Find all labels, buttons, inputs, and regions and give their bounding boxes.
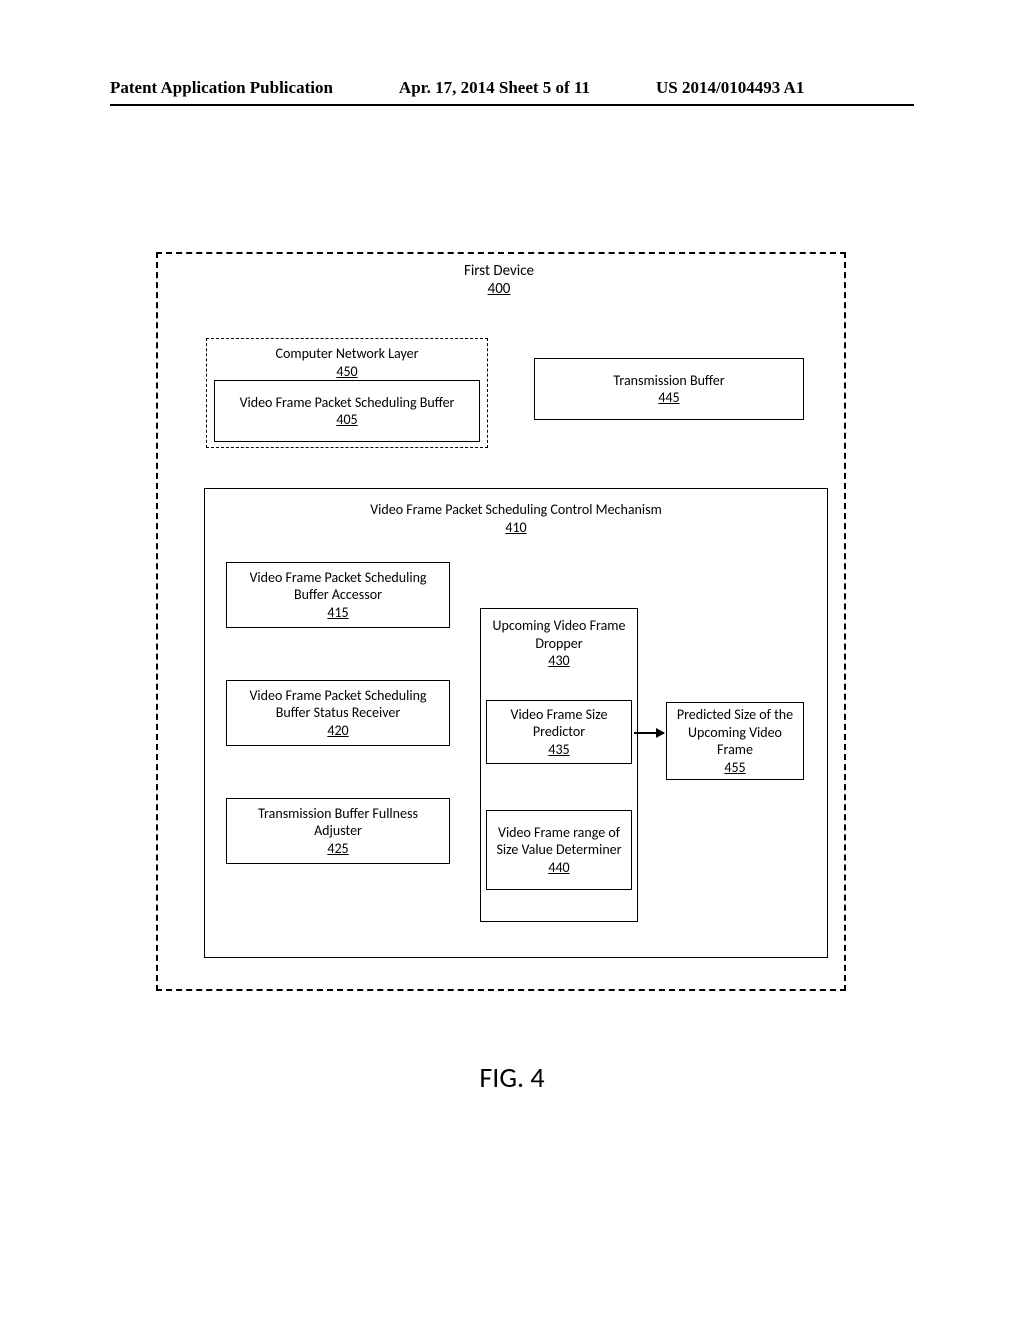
predicted-size-ref: 455: [724, 759, 745, 777]
fullness-adjuster-ref: 425: [327, 840, 348, 858]
transmission-buffer-box: Transmission Buffer 445: [534, 358, 804, 420]
scheduling-buffer-label: Video Frame Packet Scheduling Buffer: [240, 394, 455, 412]
transmission-buffer-label: Transmission Buffer: [613, 372, 724, 390]
control-mechanism-label: Video Frame Packet Scheduling Control Me…: [370, 501, 662, 518]
figure-caption: FIG. 4: [0, 1060, 1024, 1095]
fullness-adjuster-box: Transmission Buffer Fullness Adjuster 42…: [226, 798, 450, 864]
status-receiver-ref: 420: [327, 722, 348, 740]
header-right: US 2014/0104493 A1: [656, 78, 804, 98]
first-device-ref: 400: [488, 280, 511, 298]
scheduling-buffer-ref: 405: [336, 411, 357, 429]
page-header: Patent Application Publication Apr. 17, …: [110, 78, 914, 98]
header-middle: Apr. 17, 2014 Sheet 5 of 11: [399, 78, 590, 98]
size-predictor-label: Video Frame Size Predictor: [493, 706, 625, 741]
predicted-size-box: Predicted Size of the Upcoming Video Fra…: [666, 702, 804, 780]
range-determiner-ref: 440: [548, 859, 569, 877]
frame-dropper-label: Upcoming Video Frame Dropper: [493, 617, 626, 652]
frame-dropper-ref: 430: [548, 652, 569, 669]
first-device-title: First Device 400: [156, 262, 842, 298]
header-rule: [110, 104, 914, 106]
buffer-accessor-box: Video Frame Packet Scheduling Buffer Acc…: [226, 562, 450, 628]
network-layer-title: Computer Network Layer 450: [207, 345, 487, 380]
fullness-adjuster-label: Transmission Buffer Fullness Adjuster: [233, 805, 443, 840]
first-device-label: First Device: [464, 262, 534, 280]
figure-canvas: First Device 400 Computer Network Layer …: [156, 252, 842, 992]
control-mechanism-title: Video Frame Packet Scheduling Control Me…: [205, 501, 827, 536]
range-determiner-label: Video Frame range of Size Value Determin…: [493, 824, 625, 859]
status-receiver-box: Video Frame Packet Scheduling Buffer Sta…: [226, 680, 450, 746]
frame-dropper-title: Upcoming Video Frame Dropper 430: [481, 617, 637, 670]
arrow-predictor-to-predicted-size: [634, 732, 664, 734]
network-layer-ref: 450: [336, 363, 357, 380]
predicted-size-label: Predicted Size of the Upcoming Video Fra…: [673, 706, 797, 759]
range-determiner-box: Video Frame range of Size Value Determin…: [486, 810, 632, 890]
buffer-accessor-ref: 415: [327, 604, 348, 622]
transmission-buffer-ref: 445: [658, 389, 679, 407]
control-mechanism-ref: 410: [505, 519, 526, 536]
size-predictor-box: Video Frame Size Predictor 435: [486, 700, 632, 764]
network-layer-label: Computer Network Layer: [276, 345, 419, 362]
size-predictor-ref: 435: [548, 741, 569, 759]
header-left: Patent Application Publication: [110, 78, 333, 98]
status-receiver-label: Video Frame Packet Scheduling Buffer Sta…: [233, 687, 443, 722]
buffer-accessor-label: Video Frame Packet Scheduling Buffer Acc…: [233, 569, 443, 604]
page: Patent Application Publication Apr. 17, …: [0, 0, 1024, 1320]
scheduling-buffer-box: Video Frame Packet Scheduling Buffer 405: [214, 380, 480, 442]
